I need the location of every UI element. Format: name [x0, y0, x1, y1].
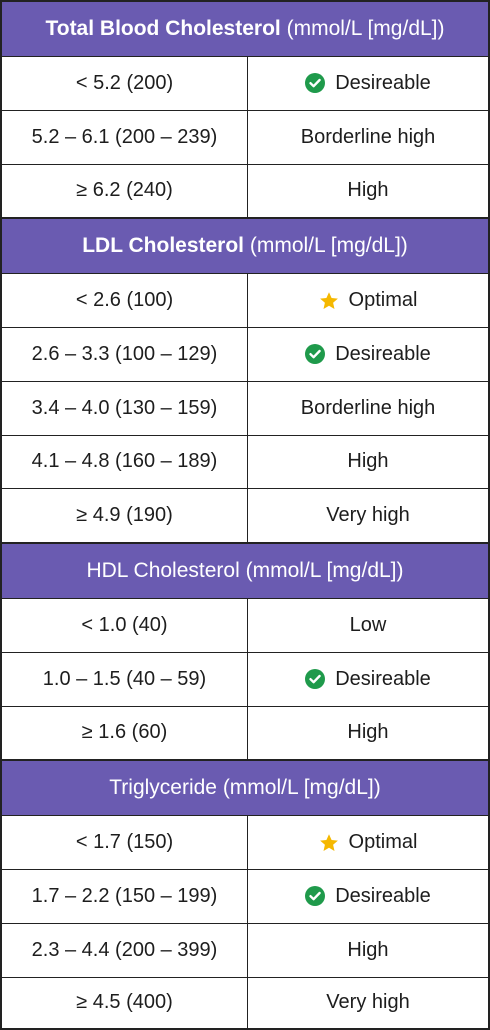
status-cell: Optimal — [248, 816, 488, 869]
table-row: 4.1 – 4.8 (160 – 189) High — [0, 435, 490, 489]
table-row: 3.4 – 4.0 (130 – 159) Borderline high — [0, 381, 490, 435]
range-cell: 4.1 – 4.8 (160 – 189) — [2, 436, 248, 489]
status-label: High — [347, 939, 388, 962]
section-header: Total Blood Cholesterol (mmol/L [mg/dL]) — [0, 0, 490, 56]
status-cell: Low — [248, 599, 488, 652]
table-row: 1.7 – 2.2 (150 – 199) Desireable — [0, 869, 490, 923]
section-header: LDL Cholesterol (mmol/L [mg/dL]) — [0, 217, 490, 273]
range-cell: 1.7 – 2.2 (150 – 199) — [2, 870, 248, 923]
status-cell: Borderline high — [248, 111, 488, 164]
range-cell: ≥ 4.9 (190) — [2, 489, 248, 542]
section-title-bold: Total Blood Cholesterol — [45, 17, 280, 41]
table-row: ≥ 4.9 (190) Very high — [0, 488, 490, 542]
table-row: 5.2 – 6.1 (200 – 239) Borderline high — [0, 110, 490, 164]
status-cell: Optimal — [248, 274, 488, 327]
section-title-bold: LDL Cholesterol — [82, 234, 244, 258]
status-label: Optimal — [349, 289, 418, 312]
status-label: Desireable — [335, 72, 431, 95]
check-circle-icon — [305, 73, 325, 93]
status-label: Desireable — [335, 668, 431, 691]
range-cell: 3.4 – 4.0 (130 – 159) — [2, 382, 248, 435]
status-cell: High — [248, 165, 488, 218]
table-row: < 5.2 (200) Desireable — [0, 56, 490, 110]
status-label: Optimal — [349, 831, 418, 854]
check-circle-icon — [305, 886, 325, 906]
range-cell: 2.6 – 3.3 (100 – 129) — [2, 328, 248, 381]
range-cell: < 2.6 (100) — [2, 274, 248, 327]
table-row: ≥ 4.5 (400) Very high — [0, 977, 490, 1030]
status-label: High — [347, 179, 388, 202]
star-icon — [319, 833, 339, 853]
range-cell: < 5.2 (200) — [2, 57, 248, 110]
table-row: 2.3 – 4.4 (200 – 399) High — [0, 923, 490, 977]
status-label: Borderline high — [301, 126, 436, 149]
table-row: ≥ 6.2 (240) High — [0, 164, 490, 218]
status-cell: High — [248, 436, 488, 489]
range-cell: ≥ 4.5 (400) — [2, 978, 248, 1029]
status-label: High — [347, 721, 388, 744]
range-cell: 2.3 – 4.4 (200 – 399) — [2, 924, 248, 977]
status-label: Desireable — [335, 343, 431, 366]
range-cell: ≥ 6.2 (240) — [2, 165, 248, 218]
status-label: High — [347, 450, 388, 473]
section-header: HDL Cholesterol (mmol/L [mg/dL]) — [0, 542, 490, 598]
check-circle-icon — [305, 669, 325, 689]
star-icon — [319, 291, 339, 311]
status-label: Very high — [326, 504, 409, 527]
table-row: < 2.6 (100) Optimal — [0, 273, 490, 327]
range-cell: 1.0 – 1.5 (40 – 59) — [2, 653, 248, 706]
status-cell: High — [248, 707, 488, 760]
status-label: Borderline high — [301, 397, 436, 420]
status-cell: Desireable — [248, 57, 488, 110]
status-cell: Very high — [248, 489, 488, 542]
table-row: 2.6 – 3.3 (100 – 129) Desireable — [0, 327, 490, 381]
status-cell: Very high — [248, 978, 488, 1029]
check-circle-icon — [305, 344, 325, 364]
status-cell: High — [248, 924, 488, 977]
status-label: Low — [350, 614, 387, 637]
range-cell: 5.2 – 6.1 (200 – 239) — [2, 111, 248, 164]
section-title-rest: (mmol/L [mg/dL]) — [281, 17, 445, 41]
status-label: Very high — [326, 991, 409, 1014]
range-cell: ≥ 1.6 (60) — [2, 707, 248, 760]
table-row: 1.0 – 1.5 (40 – 59) Desireable — [0, 652, 490, 706]
range-cell: < 1.0 (40) — [2, 599, 248, 652]
section-header: Triglyceride (mmol/L [mg/dL]) — [0, 759, 490, 815]
table-row: ≥ 1.6 (60) High — [0, 706, 490, 760]
table-row: < 1.0 (40) Low — [0, 598, 490, 652]
section-title-rest: HDL Cholesterol (mmol/L [mg/dL]) — [86, 559, 403, 583]
status-cell: Desireable — [248, 870, 488, 923]
section-title-rest: Triglyceride (mmol/L [mg/dL]) — [109, 776, 381, 800]
section-title-rest: (mmol/L [mg/dL]) — [244, 234, 408, 258]
status-cell: Borderline high — [248, 382, 488, 435]
table-row: < 1.7 (150) Optimal — [0, 815, 490, 869]
status-label: Desireable — [335, 885, 431, 908]
status-cell: Desireable — [248, 328, 488, 381]
status-cell: Desireable — [248, 653, 488, 706]
range-cell: < 1.7 (150) — [2, 816, 248, 869]
